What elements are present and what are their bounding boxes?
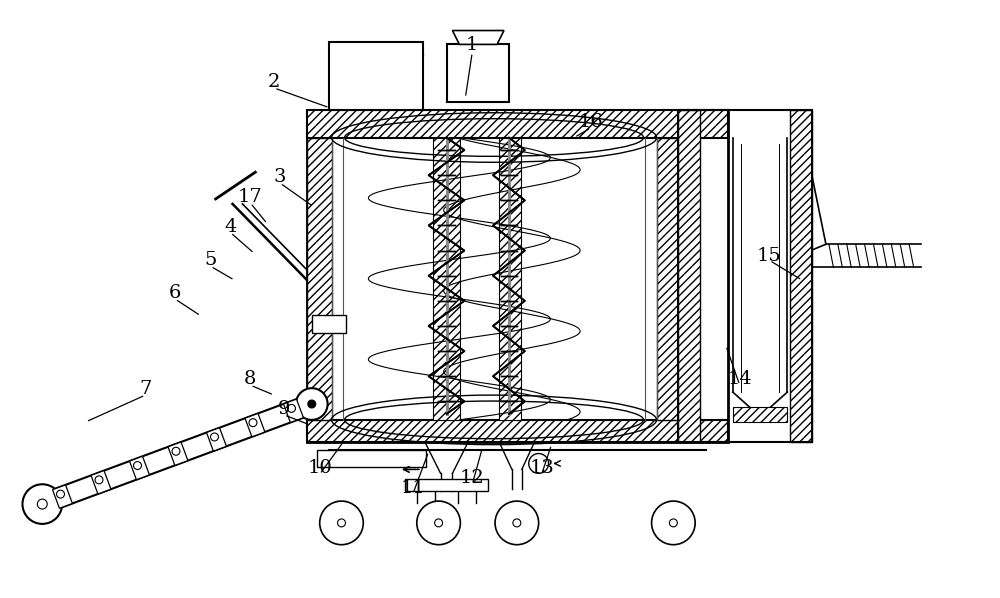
Text: 3: 3 (274, 168, 286, 186)
Circle shape (669, 519, 677, 527)
Text: 5: 5 (205, 251, 217, 269)
Circle shape (134, 462, 141, 469)
Bar (447, 44, 509, 102)
Circle shape (308, 400, 316, 408)
Polygon shape (168, 442, 188, 465)
Bar (307, 110, 728, 138)
Polygon shape (130, 456, 149, 480)
Bar (317, 450, 426, 468)
Bar (790, 110, 812, 442)
Bar (329, 42, 423, 110)
Polygon shape (53, 485, 72, 508)
Bar (499, 138, 521, 420)
Bar (307, 110, 728, 442)
Bar (307, 420, 728, 442)
Circle shape (57, 490, 64, 498)
Polygon shape (245, 413, 265, 437)
Circle shape (529, 453, 549, 474)
Text: 8: 8 (244, 370, 257, 388)
Circle shape (417, 501, 460, 545)
Text: 1: 1 (466, 36, 478, 54)
Circle shape (495, 501, 539, 545)
Text: 14: 14 (727, 370, 752, 388)
Bar (678, 110, 700, 442)
Bar (657, 138, 678, 420)
Circle shape (652, 501, 695, 545)
Text: 15: 15 (757, 248, 782, 266)
Text: 9: 9 (278, 400, 290, 418)
Text: 6: 6 (169, 284, 181, 302)
Text: 2: 2 (268, 73, 280, 91)
Polygon shape (283, 399, 303, 423)
Circle shape (513, 519, 521, 527)
Circle shape (288, 404, 295, 413)
Circle shape (37, 499, 47, 509)
Circle shape (435, 519, 443, 527)
Bar (312, 315, 346, 332)
Circle shape (320, 501, 363, 545)
Bar (433, 138, 460, 420)
Text: 11: 11 (400, 479, 425, 497)
Polygon shape (452, 30, 504, 44)
Text: 17: 17 (238, 188, 263, 206)
Circle shape (338, 519, 345, 527)
Polygon shape (91, 471, 111, 494)
Circle shape (249, 419, 257, 426)
Circle shape (211, 433, 218, 441)
Text: 4: 4 (224, 218, 237, 236)
Circle shape (22, 484, 62, 524)
Polygon shape (207, 428, 226, 451)
Circle shape (296, 388, 328, 420)
Circle shape (172, 447, 180, 455)
Bar (307, 138, 332, 420)
Bar (405, 480, 488, 491)
Bar (678, 110, 812, 442)
Text: 7: 7 (139, 380, 152, 398)
Bar (733, 407, 787, 422)
Text: 13: 13 (529, 459, 554, 477)
Text: 12: 12 (460, 469, 485, 487)
Text: 10: 10 (307, 459, 332, 477)
Text: 16: 16 (579, 112, 604, 130)
Circle shape (95, 476, 103, 484)
